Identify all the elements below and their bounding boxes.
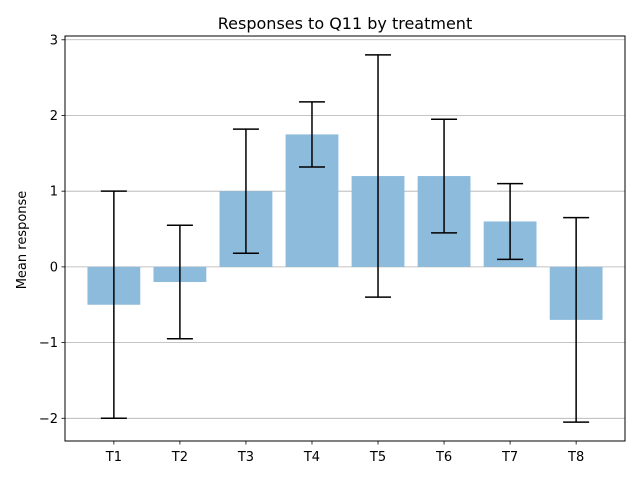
x-tick-label: T5 (369, 450, 386, 465)
x-tick-label: T4 (303, 450, 320, 465)
error-bars (100, 54, 590, 423)
y-tick-label: 3 (50, 33, 58, 48)
error-bar (365, 54, 392, 298)
y-tick-label: 1 (50, 185, 58, 200)
error-bar (166, 224, 193, 340)
x-axis-ticks: T1 T2 T3 T4 T5 T6 T7 T8 (105, 441, 584, 465)
x-tick-label: T8 (567, 450, 584, 465)
error-bar (100, 190, 127, 420)
y-axis-label: Mean response (15, 191, 30, 290)
y-tick-label: −1 (39, 336, 58, 351)
x-tick-label: T2 (171, 450, 188, 465)
x-tick-label: T7 (501, 450, 518, 465)
y-tick-label: 0 (50, 260, 58, 275)
x-tick-label: T6 (435, 450, 452, 465)
error-bar (563, 216, 590, 423)
error-bar (298, 101, 325, 168)
axes-frame (64, 35, 626, 442)
y-tick-label: 2 (50, 109, 58, 124)
x-tick-label: T3 (237, 450, 254, 465)
x-tick-label: T1 (105, 450, 122, 465)
chart-title: Responses to Q11 by treatment (218, 14, 472, 33)
error-bar (232, 128, 259, 255)
error-bar (431, 118, 458, 234)
error-bar (497, 182, 524, 261)
y-axis-ticks: −2 −1 0 1 2 3 (39, 33, 65, 427)
y-tick-label: −2 (39, 412, 58, 427)
